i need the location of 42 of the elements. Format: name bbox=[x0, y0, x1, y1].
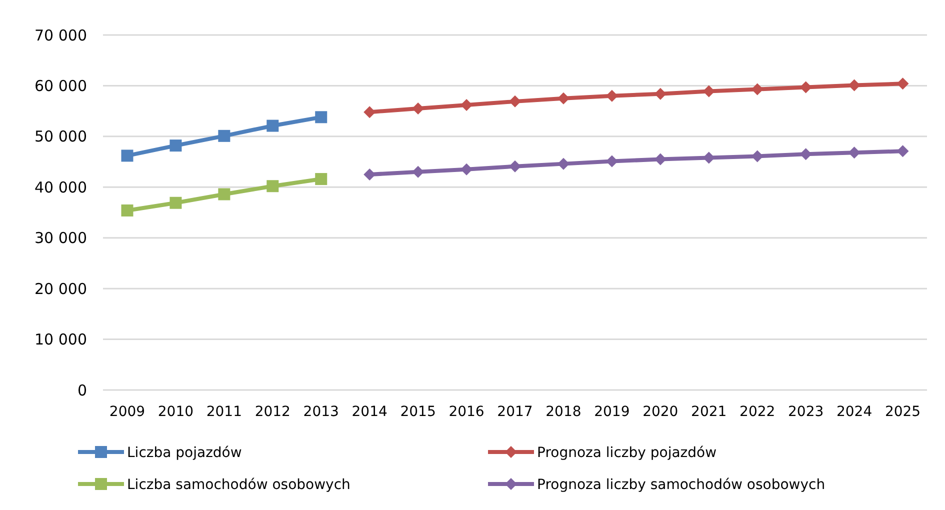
x-tick-label: 2019 bbox=[594, 404, 630, 420]
point bbox=[121, 204, 134, 216]
x-tick-label: 2024 bbox=[836, 404, 872, 420]
x-tick-label: 2009 bbox=[109, 404, 146, 420]
x-tick-label: 2022 bbox=[740, 404, 776, 420]
x-tick-label: 2013 bbox=[303, 404, 339, 420]
point bbox=[315, 111, 328, 124]
x-tick-label: 2010 bbox=[158, 404, 194, 420]
point bbox=[121, 150, 134, 162]
point bbox=[170, 196, 182, 209]
point bbox=[218, 130, 230, 142]
y-tick-label: 60 000 bbox=[34, 76, 87, 95]
legend-label: Liczba pojazdów bbox=[127, 444, 242, 461]
point bbox=[509, 160, 521, 172]
x-tick-label: 2020 bbox=[642, 404, 678, 420]
x-tick-label: 2023 bbox=[788, 404, 824, 420]
x-tick-label: 2015 bbox=[400, 404, 436, 420]
x-tick-label: 2021 bbox=[691, 404, 727, 420]
point bbox=[509, 95, 521, 108]
x-tick-label: 2018 bbox=[546, 404, 582, 420]
y-tick-label: 20 000 bbox=[34, 280, 87, 298]
x-tick-label: 2014 bbox=[352, 404, 388, 420]
x-tick-label: 2016 bbox=[448, 404, 484, 420]
x-tick-label: 2012 bbox=[254, 404, 290, 420]
point bbox=[266, 180, 279, 192]
point bbox=[266, 120, 279, 132]
x-tick-label: 2011 bbox=[206, 404, 242, 420]
legend-label: Prognoza liczby pojazdów bbox=[537, 444, 717, 461]
point bbox=[364, 106, 376, 118]
point bbox=[170, 140, 182, 152]
y-tick-label: 40 000 bbox=[34, 178, 87, 196]
y-tick-label: 10 000 bbox=[34, 330, 87, 349]
legend-label: Liczba samochodów osobowych bbox=[127, 476, 350, 493]
legend-label: Prognoza liczby samochodów osobowych bbox=[537, 476, 826, 493]
y-tick-label: 0 bbox=[77, 381, 87, 400]
point bbox=[315, 173, 328, 186]
y-tick-label: 30 000 bbox=[34, 229, 87, 248]
x-tick-label: 2017 bbox=[497, 404, 533, 420]
point bbox=[218, 188, 230, 200]
y-tick-label: 70 000 bbox=[34, 26, 87, 44]
x-tick-label: 2025 bbox=[884, 404, 921, 420]
y-tick-label: 50 000 bbox=[34, 128, 87, 146]
